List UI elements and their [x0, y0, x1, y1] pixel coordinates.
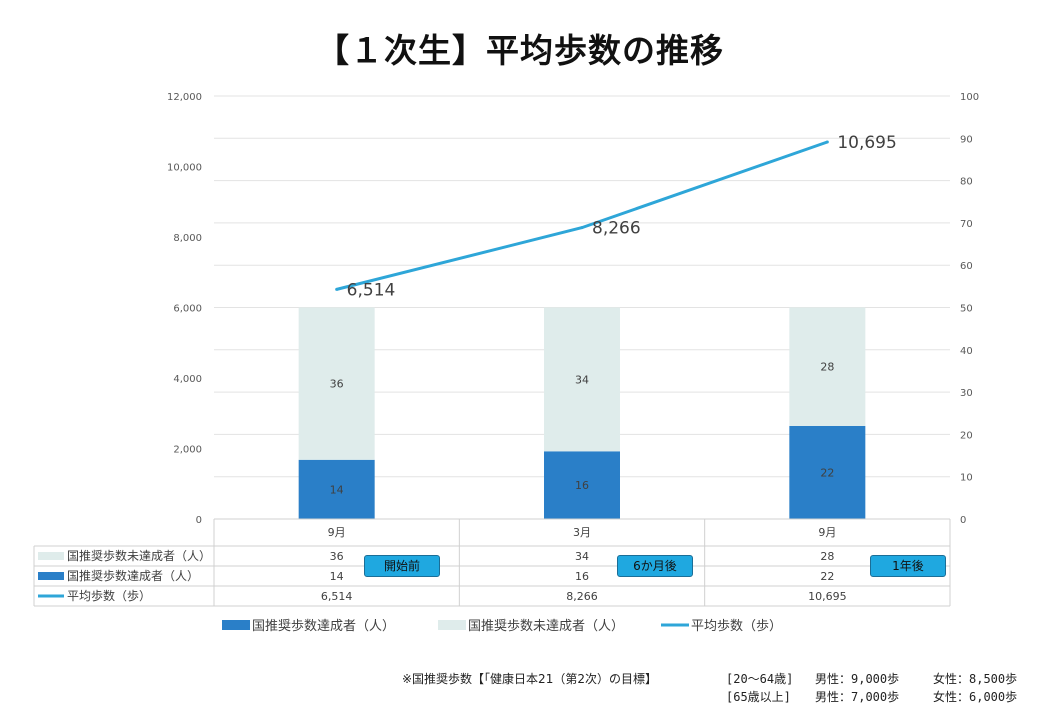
table-cell: 6,514: [321, 590, 353, 603]
line-point: [825, 140, 829, 144]
left-tick-label: 10,000: [167, 163, 202, 174]
right-tick-label: 60: [960, 261, 973, 272]
right-tick-label: 10: [960, 473, 973, 484]
left-tick-label: 0: [196, 515, 202, 526]
annotation-start-badge: 開始前: [364, 555, 440, 577]
bars: 14 36 16 34 22 28: [298, 307, 866, 519]
left-tick-label: 4,000: [173, 374, 202, 385]
bar-not-achieved-label: 34: [575, 373, 589, 386]
average-steps-path: [336, 140, 828, 291]
footnote-female-1: 女性：8,500歩: [933, 672, 1018, 686]
bar-not-achieved-label: 28: [820, 361, 834, 374]
right-tick-label: 90: [960, 134, 973, 145]
table-cell: 14: [330, 570, 344, 583]
right-tick-label: 70: [960, 219, 973, 230]
line-data-label: 8,266: [592, 219, 641, 239]
annotation-6months-badge: 6か月後: [617, 555, 693, 577]
legend-label: 平均歩数（歩）: [691, 619, 782, 634]
legend-label: 国推奨歩数未達成者（人）: [468, 619, 624, 634]
right-axis: 0 10 20 30 40 50 60 70 80 90 100: [960, 92, 979, 526]
left-tick-label: 6,000: [173, 304, 202, 315]
table-row-label: 国推奨歩数達成者（人）: [67, 568, 199, 583]
bar-not-achieved: [789, 307, 866, 426]
footnote-female-2: 女性：6,000歩: [933, 690, 1018, 704]
bar-achieved: [544, 451, 620, 519]
left-axis: 0 2,000 4,000 6,000 8,000 10,000 12,000: [167, 92, 202, 526]
legend-label: 国推奨歩数達成者（人）: [252, 619, 395, 634]
bar-not-achieved: [298, 307, 375, 460]
line-point: [580, 226, 584, 230]
line-point: [335, 287, 339, 291]
line-data-label: 10,695: [837, 133, 896, 153]
bar-not-achieved: [544, 307, 620, 452]
category-label: 3月: [573, 526, 591, 539]
bar-achieved: [789, 425, 866, 519]
chart-title: 【１次生】平均歩数の推移: [316, 31, 724, 70]
average-steps-line: 6,514 8,266 10,695: [335, 133, 897, 300]
bar-achieved-label: 22: [820, 466, 834, 479]
legend-key: [438, 620, 466, 630]
table-row-label: 平均歩数（歩）: [67, 588, 151, 603]
right-tick-label: 20: [960, 430, 973, 441]
left-tick-label: 12,000: [167, 92, 202, 103]
footnote-age-1: [20～64歳]: [726, 672, 794, 686]
right-tick-label: 80: [960, 177, 973, 188]
legend-key: [222, 620, 250, 630]
table-row-label: 国推奨歩数未達成者（人）: [67, 548, 211, 563]
table-legend-key: [38, 552, 64, 560]
left-tick-label: 2,000: [173, 445, 202, 456]
table-legend-key: [38, 572, 64, 580]
footnote-male-1: 男性：9,000歩: [815, 672, 900, 686]
right-tick-label: 0: [960, 515, 966, 526]
bar-achieved-label: 16: [575, 479, 589, 492]
bar-not-achieved-label: 36: [330, 378, 344, 391]
table-cell: 36: [330, 550, 344, 563]
category-label: 9月: [818, 526, 836, 539]
annotation-1year-badge: 1年後: [870, 555, 946, 577]
table-cell: 34: [575, 550, 589, 563]
right-tick-label: 100: [960, 92, 979, 103]
bar-achieved: [298, 459, 375, 519]
bar-achieved-label: 14: [330, 483, 344, 496]
right-tick-label: 40: [960, 346, 973, 357]
left-tick-label: 8,000: [173, 233, 202, 244]
footnote-age-2: [65歳以上]: [726, 690, 791, 704]
footnote-prefix: ※国推奨歩数【「健康日本21（第2次）の目標】: [402, 672, 657, 686]
legend: 国推奨歩数達成者（人） 国推奨歩数未達成者（人） 平均歩数（歩）: [222, 619, 782, 634]
table-cell: 22: [820, 570, 834, 583]
table-cell: 28: [820, 550, 834, 563]
table-cell: 10,695: [808, 590, 847, 603]
table-cell: 8,266: [566, 590, 598, 603]
table-cell: 16: [575, 570, 589, 583]
category-label: 9月: [328, 526, 346, 539]
footnote-male-2: 男性：7,000歩: [815, 690, 900, 704]
right-tick-label: 30: [960, 388, 973, 399]
line-data-label: 6,514: [347, 280, 396, 300]
right-tick-label: 50: [960, 304, 973, 315]
